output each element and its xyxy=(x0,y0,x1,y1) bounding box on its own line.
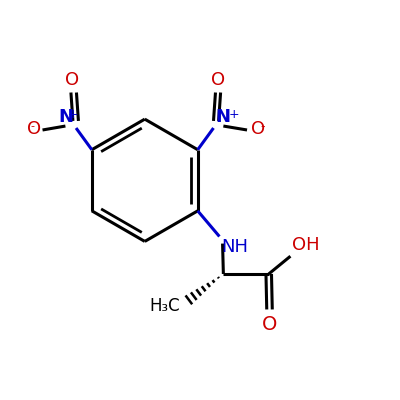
Text: O: O xyxy=(211,71,225,89)
Text: OH: OH xyxy=(292,236,320,254)
Text: +: + xyxy=(228,108,239,121)
Text: O: O xyxy=(262,315,277,334)
Text: -: - xyxy=(31,121,35,131)
Text: +: + xyxy=(67,108,78,121)
Text: N: N xyxy=(216,108,230,126)
Text: O: O xyxy=(251,120,265,138)
Text: O: O xyxy=(65,71,79,89)
Text: O: O xyxy=(27,120,41,138)
Text: -: - xyxy=(260,120,264,132)
Text: NH: NH xyxy=(221,238,248,256)
Text: N: N xyxy=(58,108,73,126)
Text: H₃C: H₃C xyxy=(149,296,180,314)
